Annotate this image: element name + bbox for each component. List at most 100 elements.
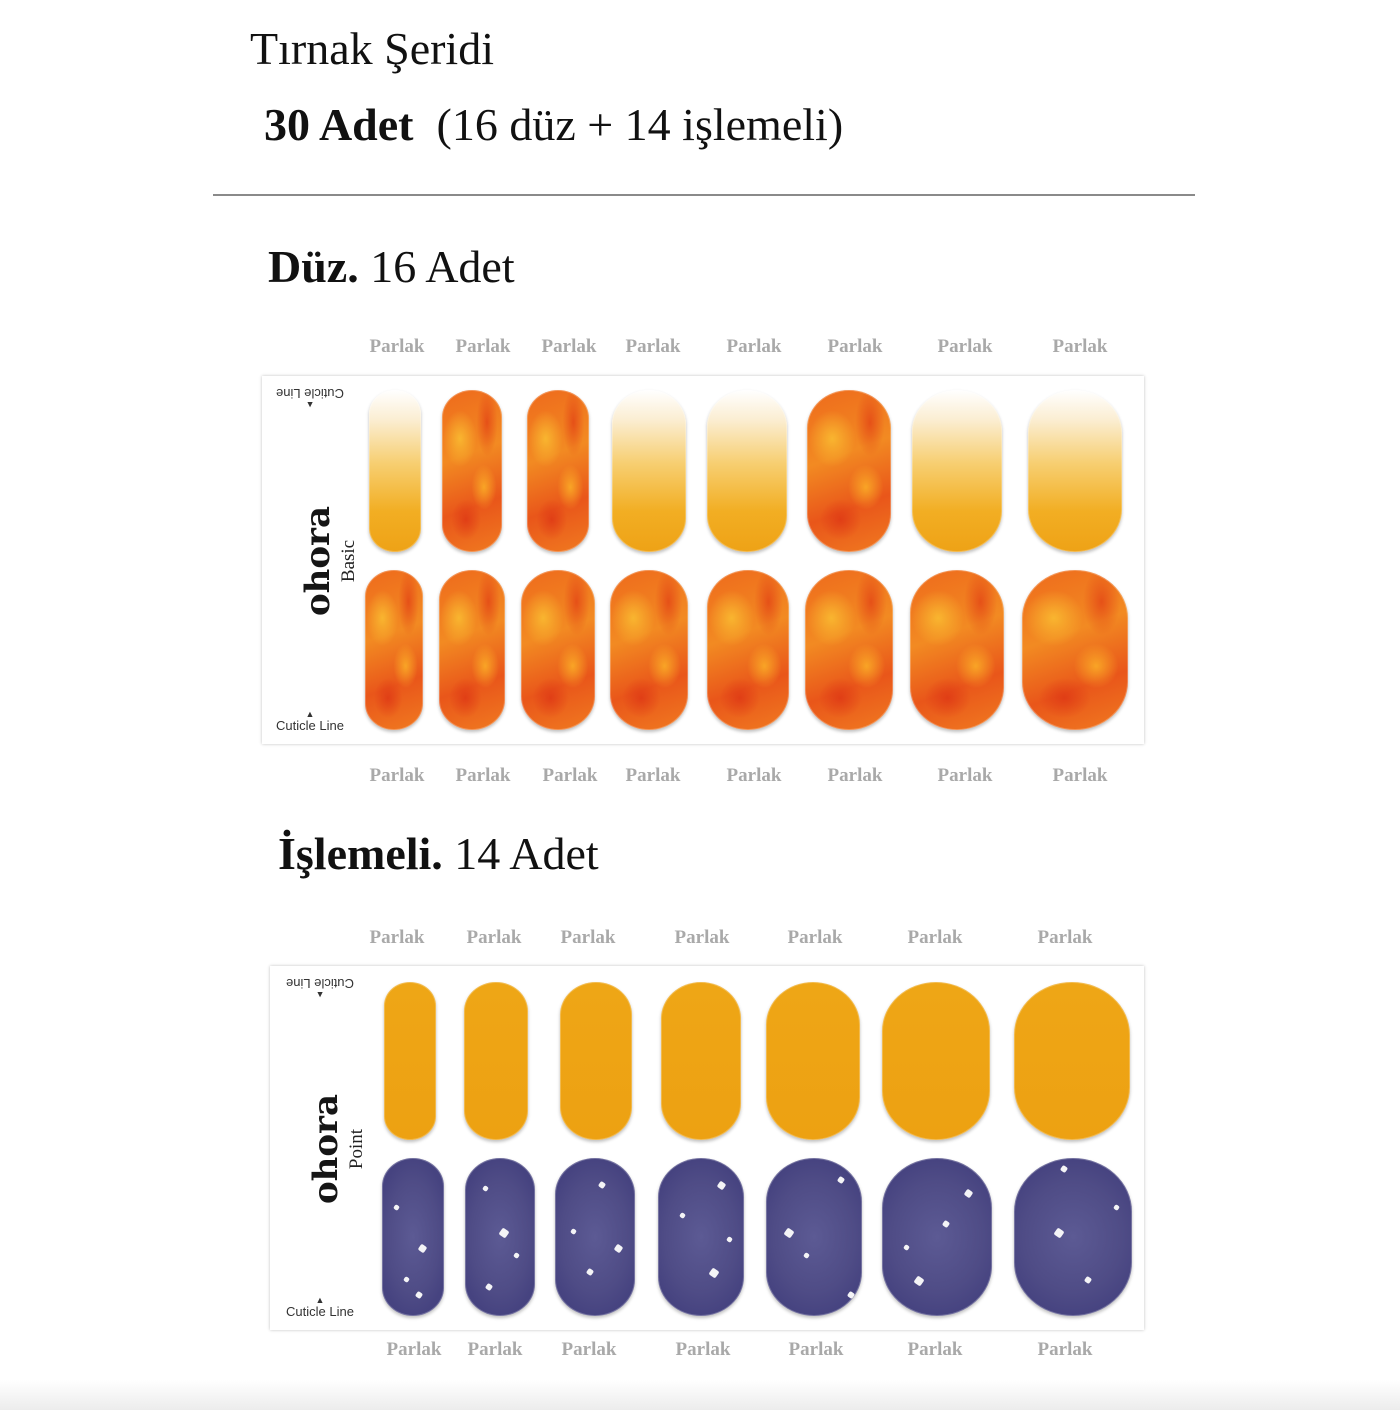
- basic-heading-bold: Düz.: [268, 241, 359, 292]
- finish-label: Parlak: [1052, 765, 1108, 786]
- finish-label: Parlak: [541, 336, 597, 357]
- foil-flake: [585, 1267, 595, 1276]
- basic-nail-sheet: ▲ Cuticle Line ohora Basic ▲ Cuticle Lin…: [262, 376, 1144, 744]
- nail-strip: [658, 1158, 744, 1316]
- finish-label: Parlak: [827, 765, 883, 786]
- point-cuticle-bottom-label: Cuticle Line: [286, 1304, 354, 1319]
- nail-strip: [442, 390, 502, 552]
- foil-flake: [1113, 1204, 1121, 1212]
- basic-section-heading: Düz. 16 Adet: [268, 240, 515, 293]
- foil-flake: [678, 1212, 686, 1220]
- finish-label: Parlak: [1037, 1339, 1093, 1360]
- cuticle-arrow-icon: ▲: [305, 709, 315, 719]
- nail-strip: [882, 982, 990, 1140]
- cuticle-arrow-icon: ▲: [305, 400, 315, 410]
- finish-label: Parlak: [827, 336, 883, 357]
- nail-strip: [464, 982, 528, 1140]
- point-brand-name: ohora: [306, 1093, 346, 1205]
- point-nail-sheet: ▲ Cuticle Line ohora Point ▲ Cuticle Lin…: [270, 966, 1144, 1330]
- finish-label: Parlak: [369, 927, 425, 948]
- finish-label: Parlak: [455, 765, 511, 786]
- cuticle-arrow-icon: ▲: [315, 1295, 325, 1305]
- finish-label: Parlak: [561, 1339, 617, 1360]
- point-heading-count: 14 Adet: [454, 828, 599, 879]
- foil-flake: [941, 1220, 950, 1229]
- foil-flake: [846, 1291, 855, 1300]
- basic-brand: ohora Basic: [284, 496, 374, 626]
- finish-label: Parlak: [369, 765, 425, 786]
- nail-strip: [882, 1158, 992, 1316]
- nail-strip: [521, 570, 595, 730]
- finish-label: Parlak: [369, 336, 425, 357]
- finish-label: Parlak: [560, 927, 616, 948]
- foil-flake: [513, 1251, 520, 1259]
- nail-strip: [610, 570, 688, 730]
- foil-flake: [393, 1204, 401, 1212]
- nail-strip: [1014, 1158, 1132, 1316]
- foil-flake: [481, 1185, 489, 1193]
- nail-strip: [807, 390, 891, 552]
- nail-strip: [661, 982, 741, 1140]
- nail-strip: [527, 390, 589, 552]
- point-heading-bold: İşlemeli.: [278, 828, 443, 879]
- finish-label: Parlak: [907, 1339, 963, 1360]
- page-title: Tırnak Şeridi: [250, 23, 494, 74]
- nail-strip: [1014, 982, 1130, 1140]
- finish-label: Parlak: [1037, 927, 1093, 948]
- finish-label: Parlak: [787, 927, 843, 948]
- nail-strip: [910, 570, 1004, 730]
- nail-strip: [912, 390, 1002, 552]
- nail-strip: [382, 1158, 444, 1316]
- finish-label: Parlak: [907, 927, 963, 948]
- finish-label: Parlak: [937, 765, 993, 786]
- point-cuticle-bottom: ▲ Cuticle Line: [286, 1295, 354, 1320]
- foil-flake: [803, 1251, 811, 1259]
- foil-flake: [1053, 1227, 1065, 1239]
- basic-cuticle-bottom-label: Cuticle Line: [276, 718, 344, 733]
- finish-label: Parlak: [625, 336, 681, 357]
- point-section-heading: İşlemeli. 14 Adet: [278, 827, 599, 880]
- basic-cuticle-bottom: ▲ Cuticle Line: [276, 709, 344, 734]
- nail-strip: [1028, 390, 1122, 552]
- point-cuticle-top-label: Cuticle Line: [286, 976, 354, 991]
- foil-flake: [498, 1227, 510, 1239]
- finish-label: Parlak: [675, 1339, 731, 1360]
- point-brand-line: Point: [346, 1128, 367, 1170]
- foil-flake: [414, 1291, 424, 1300]
- nail-strip: [707, 570, 789, 730]
- nail-strip: [365, 570, 423, 730]
- piece-count-detail: (16 düz + 14 işlemeli): [436, 99, 844, 150]
- finish-label: Parlak: [788, 1339, 844, 1360]
- foil-flake: [570, 1228, 577, 1236]
- foil-flake: [903, 1243, 910, 1251]
- nail-strip: [766, 1158, 862, 1316]
- nail-strip: [1022, 570, 1128, 730]
- point-brand: ohora Point: [282, 1084, 392, 1214]
- finish-label: Parlak: [1052, 336, 1108, 357]
- finish-label: Parlak: [674, 927, 730, 948]
- finish-label: Parlak: [625, 765, 681, 786]
- foil-flake: [1083, 1275, 1092, 1284]
- foil-flake: [913, 1274, 925, 1287]
- foil-flake: [836, 1175, 846, 1185]
- finish-label: Parlak: [467, 1339, 523, 1360]
- piece-count: 30 Adet (16 düz + 14 işlemeli): [264, 98, 843, 151]
- foil-flake: [716, 1180, 727, 1191]
- basic-cuticle-top: ▲ Cuticle Line: [276, 386, 344, 410]
- finish-label: Parlak: [466, 927, 522, 948]
- nail-strip: [465, 1158, 535, 1316]
- finish-label: Parlak: [455, 336, 511, 357]
- nail-strip: [384, 982, 436, 1140]
- foil-flake: [613, 1243, 624, 1254]
- finish-label: Parlak: [937, 336, 993, 357]
- foil-flake: [484, 1283, 494, 1292]
- finish-label: Parlak: [726, 336, 782, 357]
- nail-strip: [439, 570, 505, 730]
- nail-strip: [766, 982, 860, 1140]
- page-bottom-fade: [0, 1380, 1400, 1410]
- foil-flake: [783, 1227, 795, 1239]
- nail-strip: [707, 390, 787, 552]
- finish-label: Parlak: [542, 765, 598, 786]
- basic-brand-name: ohora: [298, 505, 338, 617]
- finish-label: Parlak: [386, 1339, 442, 1360]
